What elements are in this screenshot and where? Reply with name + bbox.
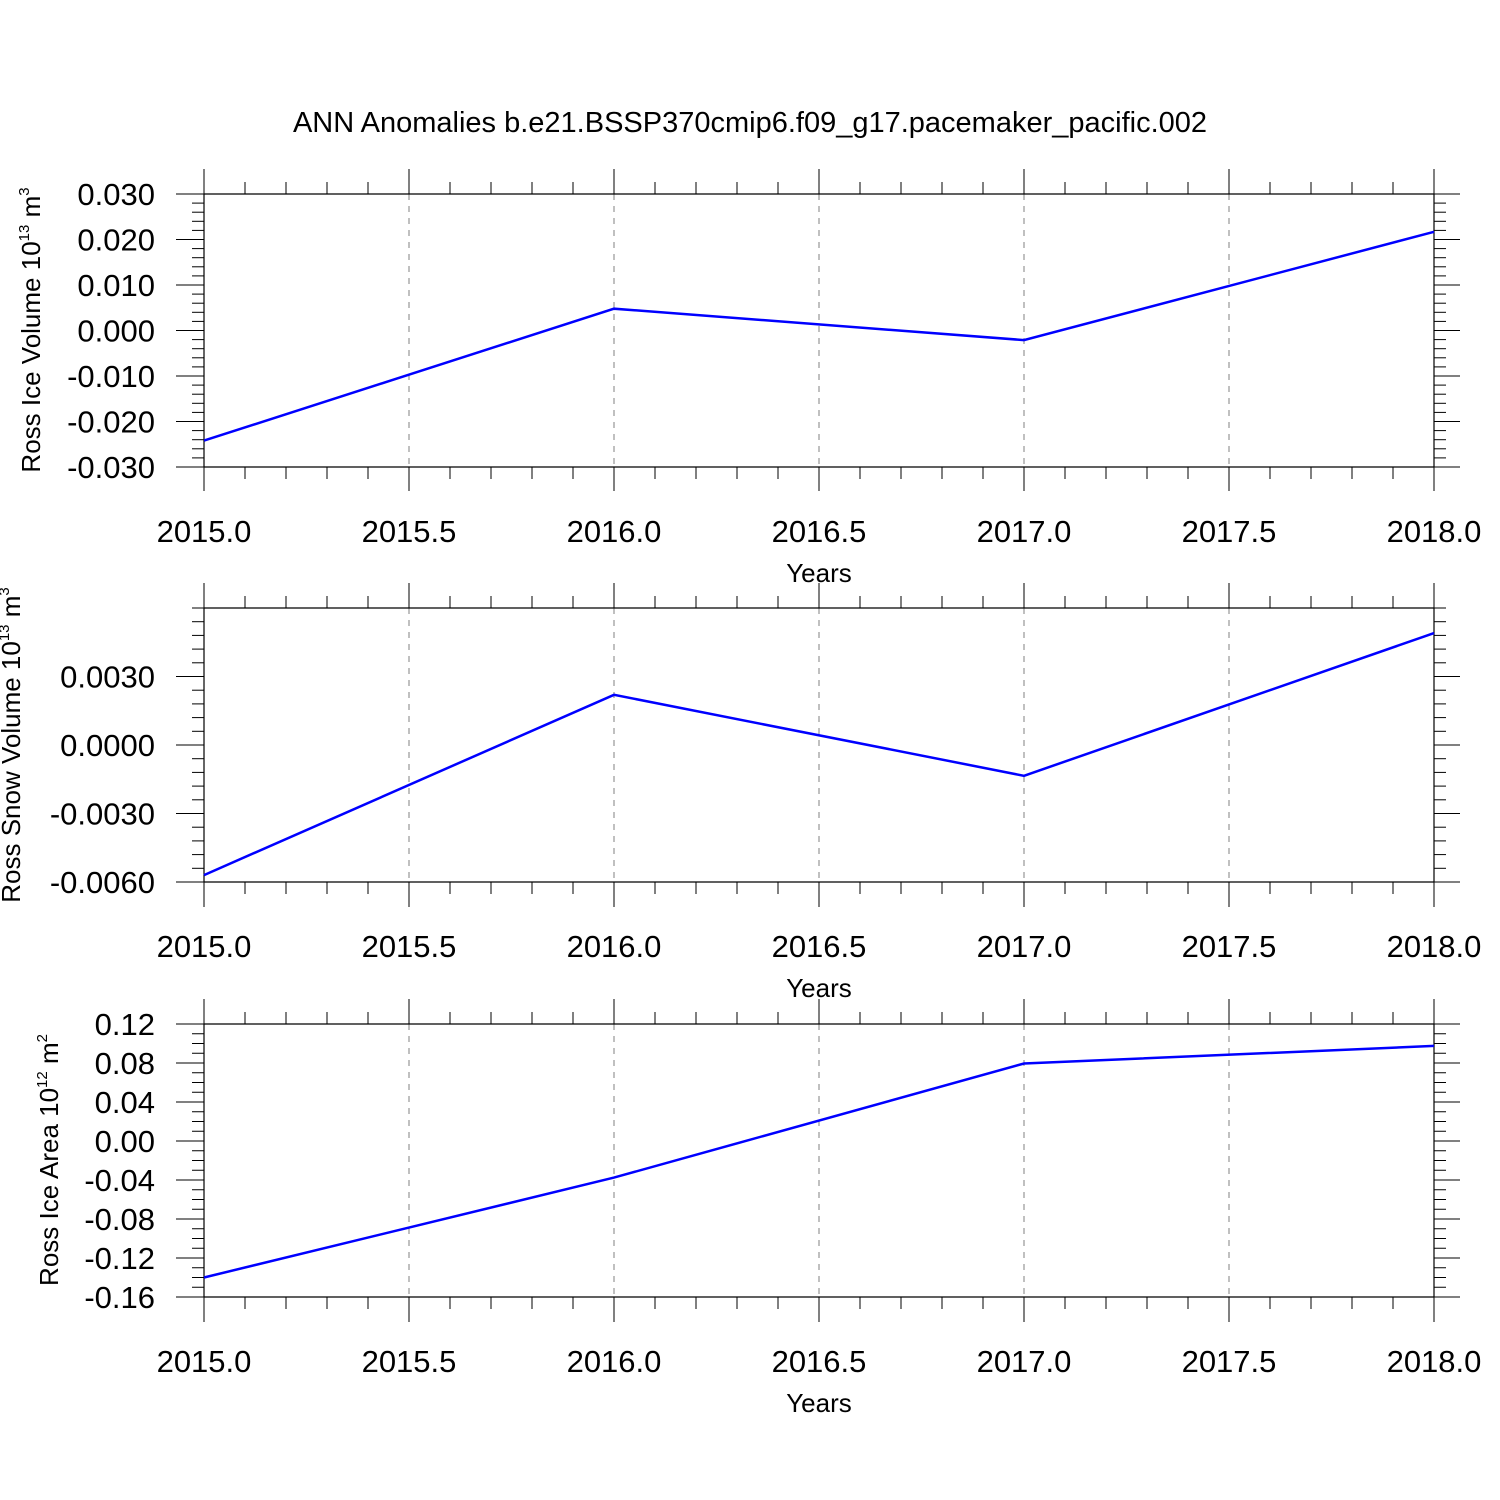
y-tick-label: 0.020: [77, 223, 155, 258]
panel-1: 0.0300.0200.0100.000-0.010-0.020-0.03020…: [16, 169, 1481, 588]
x-tick-label: 2017.5: [1182, 514, 1277, 549]
y-axis-title: Ross Snow Volume 1013 m3: [0, 587, 26, 903]
x-tick-label: 2017.0: [977, 514, 1072, 549]
series-line: [203, 631, 1435, 877]
x-axis-title: Years: [786, 1388, 852, 1418]
x-tick-label: 2017.5: [1182, 929, 1277, 964]
x-tick-label: 2015.5: [362, 514, 457, 549]
main-title: ANN Anomalies b.e21.BSSP370cmip6.f09_g17…: [293, 107, 1207, 139]
y-tick-label: -0.030: [67, 450, 155, 485]
y-tick-label: -0.12: [84, 1241, 155, 1276]
y-axis-title-text: Ross Snow Volume 10: [0, 641, 26, 903]
y-axis-title-unit: m: [0, 596, 26, 625]
x-tick-label: 2017.5: [1182, 1344, 1277, 1379]
x-tick-label: 2016.5: [772, 1344, 867, 1379]
y-tick-label: -0.16: [84, 1280, 155, 1315]
y-tick-label: 0.08: [95, 1046, 155, 1081]
x-tick-label: 2018.0: [1387, 514, 1482, 549]
y-axis-title-text: Ross Ice Area 10: [34, 1088, 64, 1286]
x-tick-label: 2015.0: [157, 1344, 252, 1379]
panels: 0.0300.0200.0100.000-0.010-0.020-0.03020…: [0, 169, 1481, 1418]
y-tick-label: -0.04: [84, 1163, 155, 1198]
y-axis-title-unit-exp: 2: [34, 1034, 51, 1042]
x-axis-title: Years: [786, 973, 852, 1003]
y-tick-label: 0.030: [77, 177, 155, 212]
x-tick-label: 2015.0: [157, 514, 252, 549]
y-axis-title-exp: 13: [0, 624, 13, 641]
x-tick-label: 2016.5: [772, 929, 867, 964]
x-tick-label: 2015.5: [362, 929, 457, 964]
x-tick-label: 2016.5: [772, 514, 867, 549]
y-axis-title-text: Ross Ice Volume 10: [16, 241, 46, 472]
y-axis-title: Ross Ice Area 1012 m2: [34, 1034, 64, 1286]
y-tick-label: -0.0060: [50, 865, 155, 900]
y-tick-label: 0.12: [95, 1007, 155, 1042]
y-tick-label: 0.0030: [60, 660, 155, 695]
y-tick-label: 0.000: [77, 314, 155, 349]
y-tick-label: -0.010: [67, 359, 155, 394]
x-tick-label: 2017.0: [977, 929, 1072, 964]
x-tick-label: 2015.0: [157, 929, 252, 964]
y-axis-title-unit-exp: 3: [16, 187, 33, 195]
y-tick-label: -0.0030: [50, 797, 155, 832]
x-tick-label: 2018.0: [1387, 1344, 1482, 1379]
x-tick-label: 2018.0: [1387, 929, 1482, 964]
x-tick-label: 2015.5: [362, 1344, 457, 1379]
y-axis-title-unit: m: [16, 196, 46, 225]
x-tick-label: 2016.0: [567, 1344, 662, 1379]
x-tick-label: 2016.0: [567, 929, 662, 964]
y-tick-label: 0.010: [77, 268, 155, 303]
y-axis-title: Ross Ice Volume 1013 m3: [16, 187, 46, 472]
series-line: [203, 1044, 1435, 1279]
x-tick-label: 2017.0: [977, 1344, 1072, 1379]
y-tick-label: -0.08: [84, 1202, 155, 1237]
y-axis-title-unit-exp: 3: [0, 587, 13, 595]
y-tick-label: 0.0000: [60, 728, 155, 763]
series-line: [203, 230, 1435, 442]
y-axis-title-unit: m: [34, 1042, 64, 1071]
y-tick-label: -0.020: [67, 405, 155, 440]
panel-3: 0.120.080.040.00-0.04-0.08-0.12-0.162015…: [34, 999, 1481, 1418]
y-tick-label: 0.04: [95, 1085, 155, 1120]
y-axis-title-exp: 13: [16, 225, 33, 242]
x-tick-label: 2016.0: [567, 514, 662, 549]
y-tick-label: 0.00: [95, 1124, 155, 1159]
y-axis-title-exp: 12: [34, 1071, 51, 1088]
